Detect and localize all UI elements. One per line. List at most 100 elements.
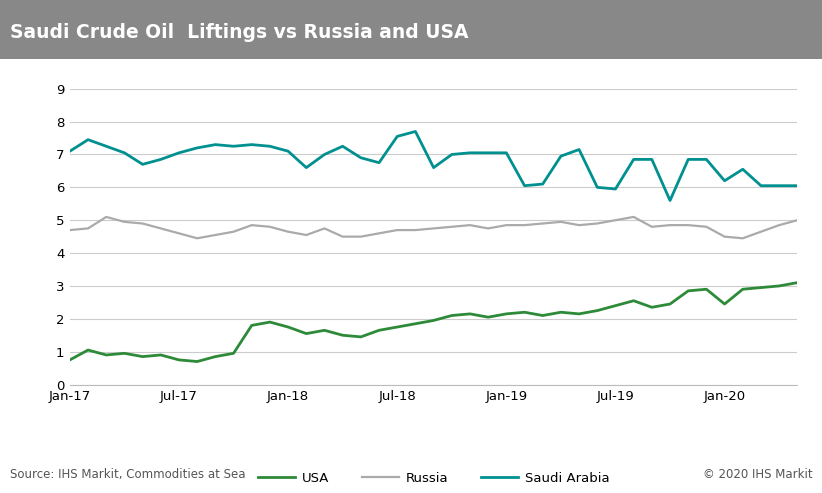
Saudi Arabia	[429, 165, 439, 171]
Russia	[137, 220, 148, 226]
USA	[210, 353, 220, 359]
Russia	[738, 235, 748, 241]
Saudi Arabia	[501, 150, 511, 156]
Legend: USA, Russia, Saudi Arabia: USA, Russia, Saudi Arabia	[252, 467, 615, 491]
Saudi Arabia	[683, 156, 693, 162]
Russia	[356, 234, 366, 240]
Saudi Arabia	[465, 150, 475, 156]
Saudi Arabia	[265, 143, 275, 149]
Saudi Arabia	[83, 137, 93, 142]
USA	[701, 286, 711, 292]
USA	[410, 321, 420, 327]
USA	[593, 308, 603, 314]
Saudi Arabia	[520, 183, 529, 189]
USA	[320, 327, 330, 333]
Saudi Arabia	[611, 186, 621, 192]
USA	[465, 311, 475, 317]
Saudi Arabia	[447, 151, 457, 157]
Russia	[647, 224, 657, 230]
USA	[538, 313, 547, 318]
USA	[137, 353, 148, 359]
Russia	[265, 224, 275, 230]
Russia	[556, 219, 566, 225]
Saudi Arabia	[629, 156, 639, 162]
USA	[719, 301, 729, 307]
USA	[647, 304, 657, 310]
USA	[302, 331, 312, 337]
Russia	[119, 219, 129, 225]
Line: USA: USA	[70, 282, 797, 361]
Russia	[320, 225, 330, 231]
USA	[738, 286, 748, 292]
Russia	[229, 229, 238, 235]
Russia	[501, 222, 511, 228]
USA	[756, 284, 766, 290]
Russia	[774, 222, 784, 228]
Saudi Arabia	[65, 148, 75, 154]
Saudi Arabia	[338, 143, 348, 149]
Russia	[483, 225, 493, 231]
USA	[101, 352, 111, 358]
USA	[265, 319, 275, 325]
Russia	[792, 217, 802, 223]
Saudi Arabia	[302, 165, 312, 171]
Russia	[410, 227, 420, 233]
Saudi Arabia	[792, 183, 802, 189]
Saudi Arabia	[701, 156, 711, 162]
Saudi Arabia	[665, 198, 675, 204]
Saudi Arabia	[101, 143, 111, 149]
USA	[665, 301, 675, 307]
Russia	[665, 222, 675, 228]
USA	[683, 288, 693, 294]
Russia	[374, 230, 384, 236]
Line: Saudi Arabia: Saudi Arabia	[70, 132, 797, 201]
Saudi Arabia	[356, 155, 366, 161]
USA	[611, 303, 621, 309]
Russia	[520, 222, 529, 228]
Saudi Arabia	[483, 150, 493, 156]
Saudi Arabia	[247, 141, 256, 147]
Saudi Arabia	[774, 183, 784, 189]
Russia	[538, 220, 547, 226]
Saudi Arabia	[137, 161, 148, 167]
Russia	[429, 225, 439, 231]
Russia	[192, 235, 202, 241]
USA	[392, 324, 402, 330]
USA	[629, 298, 639, 304]
Saudi Arabia	[719, 178, 729, 184]
Russia	[447, 224, 457, 230]
USA	[247, 322, 256, 328]
USA	[574, 311, 584, 317]
Saudi Arabia	[229, 143, 238, 149]
Saudi Arabia	[210, 141, 220, 147]
USA	[792, 280, 802, 285]
Russia	[719, 234, 729, 240]
USA	[174, 357, 184, 363]
Russia	[338, 234, 348, 240]
Russia	[302, 232, 312, 238]
Russia	[574, 222, 584, 228]
USA	[374, 327, 384, 333]
USA	[338, 332, 348, 338]
USA	[483, 314, 493, 320]
USA	[192, 358, 202, 364]
USA	[447, 313, 457, 318]
Saudi Arabia	[392, 134, 402, 140]
Saudi Arabia	[174, 150, 184, 156]
Saudi Arabia	[374, 160, 384, 166]
Russia	[283, 229, 293, 235]
Saudi Arabia	[192, 145, 202, 151]
Saudi Arabia	[556, 153, 566, 159]
Russia	[101, 214, 111, 220]
USA	[83, 347, 93, 353]
Saudi Arabia	[538, 181, 547, 187]
Saudi Arabia	[574, 146, 584, 152]
Russia	[629, 214, 639, 220]
Russia	[683, 222, 693, 228]
USA	[283, 324, 293, 330]
Russia	[210, 232, 220, 238]
Saudi Arabia	[156, 156, 166, 162]
USA	[520, 309, 529, 315]
Russia	[392, 227, 402, 233]
Text: © 2020 IHS Markit: © 2020 IHS Markit	[703, 468, 812, 481]
